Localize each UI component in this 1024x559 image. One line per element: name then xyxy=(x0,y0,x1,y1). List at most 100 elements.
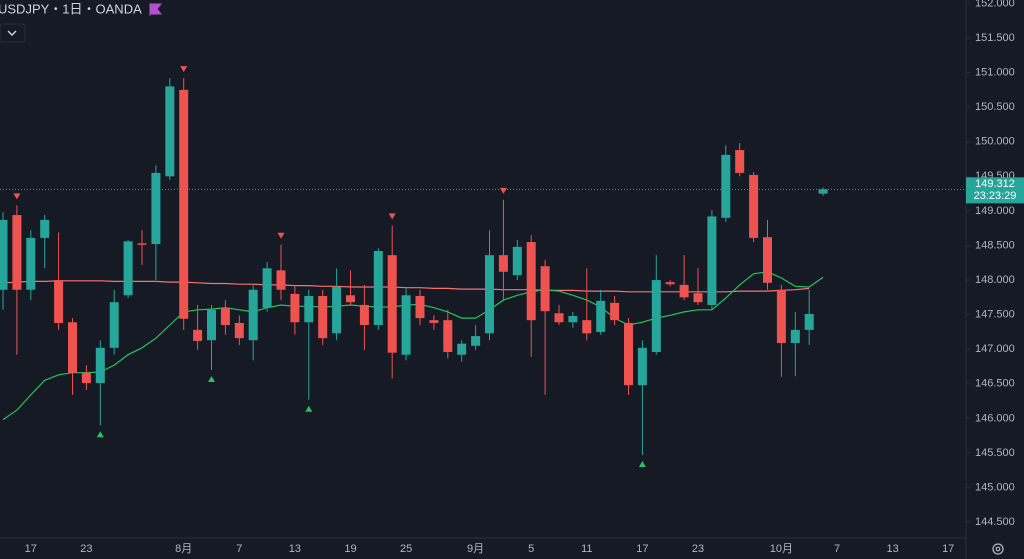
candle-body xyxy=(721,154,731,218)
gear-hub xyxy=(995,546,1001,552)
x-tick-label: 17 xyxy=(942,543,954,555)
candle-body xyxy=(332,286,342,334)
y-tick-label: 147.000 xyxy=(975,343,1015,355)
candle-body xyxy=(693,293,703,303)
candle-body xyxy=(137,243,147,245)
candle-body xyxy=(262,268,272,308)
x-tick-label: 17 xyxy=(25,543,37,555)
candle xyxy=(262,262,272,312)
x-tick-label: 10月 xyxy=(770,543,793,555)
candle-body xyxy=(401,295,411,355)
candle xyxy=(679,255,689,301)
candle xyxy=(346,270,355,305)
y-tick-label: 148.000 xyxy=(975,274,1015,286)
candle xyxy=(693,268,703,305)
candle-body xyxy=(610,302,620,321)
candle-body xyxy=(443,320,453,352)
y-tick-label: 146.500 xyxy=(975,378,1015,390)
candle xyxy=(471,325,481,350)
candle xyxy=(179,78,189,330)
flag-icon xyxy=(149,3,163,16)
candle xyxy=(304,289,314,400)
candle xyxy=(387,225,397,379)
pivot-high-marker xyxy=(388,213,396,220)
candle xyxy=(624,318,633,395)
price-badge xyxy=(966,177,1024,204)
x-tick-label: 23 xyxy=(692,543,704,555)
candle-body xyxy=(512,246,522,276)
candle xyxy=(95,340,105,426)
price-badge-countdown: 23:23:29 xyxy=(974,190,1017,202)
y-tick-label: 151.000 xyxy=(975,67,1015,79)
price-badge-value: 149.312 xyxy=(975,178,1015,190)
x-tick-label: 17 xyxy=(636,543,648,555)
candle-body xyxy=(109,302,119,348)
candle-body xyxy=(554,313,564,323)
pivot-high-marker xyxy=(277,232,285,239)
x-tick-label: 23 xyxy=(80,543,92,555)
candle-body xyxy=(26,237,36,290)
y-tick-label: 151.500 xyxy=(975,32,1015,44)
candle xyxy=(790,311,800,377)
candle xyxy=(54,232,64,330)
moving-average-line xyxy=(2,280,810,293)
candle xyxy=(318,289,328,346)
candle xyxy=(443,309,453,359)
x-tick-label: 11 xyxy=(581,543,592,555)
candle-body xyxy=(346,295,355,303)
candle-body xyxy=(679,284,689,298)
y-tick-label: 144.500 xyxy=(975,516,1015,528)
candle-body xyxy=(387,255,397,353)
candle xyxy=(637,340,647,456)
y-tick-label: 149.000 xyxy=(975,205,1015,217)
candle xyxy=(429,315,439,330)
candle-body xyxy=(193,329,203,341)
candle xyxy=(665,280,675,287)
x-tick-label: 9月 xyxy=(467,543,484,555)
x-tick-label: 13 xyxy=(886,543,898,555)
candle-body xyxy=(207,309,216,341)
candle-body xyxy=(804,313,814,330)
settings-button[interactable] xyxy=(992,543,1004,555)
candle xyxy=(415,289,425,326)
candle-body xyxy=(81,372,91,384)
candle-body xyxy=(485,255,494,334)
candle-body xyxy=(624,322,633,386)
candle-body xyxy=(776,289,786,343)
x-tick-label: 25 xyxy=(400,543,412,555)
candle xyxy=(596,289,606,335)
gear-icon xyxy=(992,543,1004,555)
candle-body xyxy=(373,251,383,326)
candle xyxy=(109,289,119,355)
y-tick-label: 152.000 xyxy=(975,0,1015,9)
candle xyxy=(749,172,759,243)
candle-body xyxy=(568,316,578,323)
candle xyxy=(26,230,36,301)
candle-body xyxy=(54,280,64,323)
candle xyxy=(137,230,147,265)
candle xyxy=(485,230,494,341)
collapse-button[interactable] xyxy=(0,23,26,43)
candle-body xyxy=(290,293,300,323)
candle-body xyxy=(763,237,772,283)
x-tick-label: 7 xyxy=(236,543,242,555)
candle-body xyxy=(526,242,536,321)
candle-body xyxy=(165,86,175,177)
candle-body xyxy=(234,322,244,339)
candle xyxy=(276,244,286,301)
candle xyxy=(165,78,175,180)
candle xyxy=(818,187,828,196)
candle xyxy=(40,215,50,269)
candle-body xyxy=(0,219,8,290)
candle xyxy=(234,315,244,346)
candle-body xyxy=(596,300,606,332)
candle-body xyxy=(540,266,550,312)
candle-body xyxy=(707,216,717,305)
candle-body xyxy=(582,320,592,334)
candle xyxy=(290,284,300,335)
candle-body xyxy=(220,307,230,326)
y-tick-label: 148.500 xyxy=(975,239,1015,251)
candle-body xyxy=(498,255,508,272)
candle-body xyxy=(179,89,189,319)
x-tick-label: 13 xyxy=(289,543,301,555)
